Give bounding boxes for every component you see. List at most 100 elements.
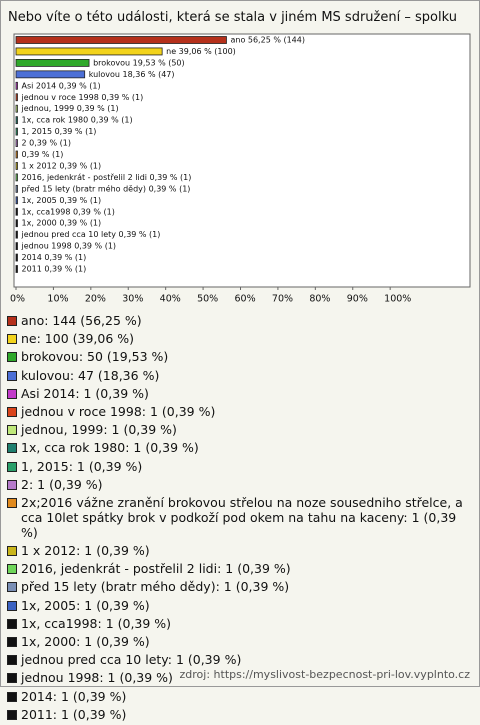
legend-item: 1x, cca rok 1980: 1 (0,39 %)	[7, 440, 472, 455]
legend-swatch	[7, 352, 17, 363]
legend-item: ne: 100 (39,06 %)	[7, 331, 472, 346]
legend-label: brokovou: 50 (19,53 %)	[21, 349, 169, 365]
value-label: 1x, 2000 0,39 % (1)	[22, 219, 102, 228]
x-tick-label: 60%	[235, 294, 256, 305]
legend-label: kulovou: 47 (18,36 %)	[21, 367, 160, 383]
value-label: brokovou 19,53 % (50)	[93, 58, 185, 67]
legend-swatch	[7, 497, 17, 508]
bar	[15, 47, 163, 56]
legend-item: brokovou: 50 (19,53 %)	[7, 349, 472, 364]
value-label: 2011 0,39 % (1)	[22, 265, 87, 274]
source: zdroj: https://myslivost-bezpecnost-pri-…	[179, 668, 470, 681]
legend-item: 1x, 2005: 1 (0,39 %)	[7, 598, 472, 613]
legend-label: jednou pred cca 10 lety: 1 (0,39 %)	[21, 652, 242, 668]
legend-swatch	[7, 637, 17, 647]
legend-item: 1x, 2000: 1 (0,39 %)	[7, 634, 472, 649]
legend-swatch	[7, 316, 17, 326]
chart-title: Nebo víte o této události, která se stal…	[8, 10, 457, 25]
x-tick-label: 40%	[160, 294, 181, 305]
legend-label: 2016, jedenkrát - postřelil 2 lidi: 1 (0…	[21, 561, 291, 577]
value-label: kulovou 18,36 % (47)	[89, 70, 175, 79]
legend-label: 1x, 2000: 1 (0,39 %)	[21, 634, 150, 649]
value-label: 1x, 2005 0,39 % (1)	[22, 196, 102, 205]
legend-item: jednou, 1999: 1 (0,39 %)	[7, 422, 472, 437]
bar	[15, 265, 18, 273]
bar	[15, 104, 18, 113]
legend-item: 1 x 2012: 1 (0,39 %)	[7, 543, 472, 558]
chart: 0% 10% 20% 30% 40% 50% 60% 70% 80% 90% 100% ano 56,…	[10, 33, 471, 305]
legend-label: 1 x 2012: 1 (0,39 %)	[21, 543, 150, 559]
legend-swatch	[7, 334, 17, 345]
bar	[15, 70, 86, 79]
value-label: jednou pred cca 10 lety 0,39 % (1)	[21, 230, 161, 239]
bar	[15, 127, 18, 136]
bar	[15, 81, 18, 90]
legend-label: ne: 100 (39,06 %)	[21, 331, 135, 347]
legend-label: 2011: 1 (0,39 %)	[21, 706, 127, 722]
legend-item: 1x, cca1998: 1 (0,39 %)	[7, 616, 472, 631]
legend-item: jednou v roce 1998: 1 (0,39 %)	[7, 404, 472, 419]
value-label: jednou, 1999 0,39 % (1)	[21, 104, 119, 113]
legend-label: 1x, 2005: 1 (0,39 %)	[21, 597, 150, 613]
x-tick-label: 90%	[347, 294, 368, 305]
value-label: 1x, cca rok 1980 0,39 % (1)	[22, 116, 133, 125]
legend-item: jednou 1998: 1 (0,39 %)	[7, 670, 472, 685]
bar	[15, 139, 18, 147]
legend-label: jednou, 1999: 1 (0,39 %)	[21, 422, 177, 438]
legend-item: kulovou: 47 (18,36 %)	[7, 368, 472, 383]
legend-item: 2: 1 (0,39 %)	[7, 477, 472, 492]
bar	[15, 242, 18, 251]
legend-label: před 15 lety (bratr mého dědy): 1 (0,39 …	[21, 579, 290, 595]
legend-label: 1x, cca rok 1980: 1 (0,39 %)	[21, 440, 199, 456]
x-tick-label: 10%	[47, 294, 68, 305]
legend: ano: 144 (56,25 %) ne: 100 (39,06 %) broko…	[7, 313, 472, 725]
legend-swatch	[7, 546, 17, 557]
x-tick-label: 0%	[10, 294, 25, 305]
legend-swatch	[7, 370, 17, 381]
legend-item: 2016, jedenkrát - postřelil 2 lidi: 1 (0…	[7, 561, 472, 576]
x-tick-label: 30%	[122, 294, 143, 305]
legend-swatch	[7, 600, 17, 611]
legend-swatch	[7, 564, 17, 575]
x-tick-label: 20%	[85, 294, 106, 305]
bar	[15, 207, 18, 216]
legend-item: 2011: 1 (0,39 %)	[7, 707, 472, 722]
legend-swatch	[7, 582, 17, 593]
legend-label: jednou v roce 1998: 1 (0,39 %)	[21, 403, 216, 419]
value-label: jednou v roce 1998 0,39 % (1)	[21, 93, 144, 102]
plot-area	[13, 33, 471, 288]
bar	[15, 150, 18, 159]
legend-label: 2014: 1 (0,39 %)	[21, 688, 127, 704]
legend-item: 2x;2016 vážne zranění brokovou střelou n…	[7, 495, 472, 540]
value-label: 0,39 % (1)	[22, 150, 64, 159]
legend-swatch	[7, 443, 17, 454]
bar	[15, 184, 18, 193]
legend-swatch	[7, 425, 17, 436]
legend-label: jednou 1998: 1 (0,39 %)	[21, 670, 173, 686]
legend-label: 2x;2016 vážne zranění brokovou střelou n…	[21, 494, 463, 540]
bar	[15, 196, 18, 205]
legend-item: ano: 144 (56,25 %)	[7, 313, 472, 328]
legend-label: Asi 2014: 1 (0,39 %)	[21, 385, 149, 401]
legend-item: před 15 lety (bratr mého dědy): 1 (0,39 …	[7, 579, 472, 594]
bar	[15, 253, 18, 262]
value-label: před 15 lety (bratr mého dědy) 0,39 % (1…	[22, 183, 191, 193]
x-tick-label: 50%	[197, 294, 218, 305]
legend-label: 1, 2015: 1 (0,39 %)	[21, 458, 143, 474]
bar	[15, 162, 18, 170]
x-tick-label: 70%	[272, 294, 293, 305]
legend-swatch	[7, 673, 17, 684]
value-label: Asi 2014 0,39 % (1)	[22, 81, 101, 90]
bar	[15, 116, 18, 125]
legend-swatch	[7, 388, 17, 399]
legend-item: 2014: 1 (0,39 %)	[7, 689, 472, 704]
value-label: 2 0,39 % (1)	[22, 139, 71, 148]
legend-item: Asi 2014: 1 (0,39 %)	[7, 386, 472, 401]
legend-swatch	[7, 406, 17, 417]
x-tick-label: 80%	[309, 294, 330, 305]
legend-swatch	[7, 691, 17, 702]
bar	[15, 36, 227, 44]
legend-item: 1, 2015: 1 (0,39 %)	[7, 459, 472, 474]
bar	[15, 59, 90, 67]
value-label: jednou 1998 0,39 % (1)	[21, 242, 117, 251]
